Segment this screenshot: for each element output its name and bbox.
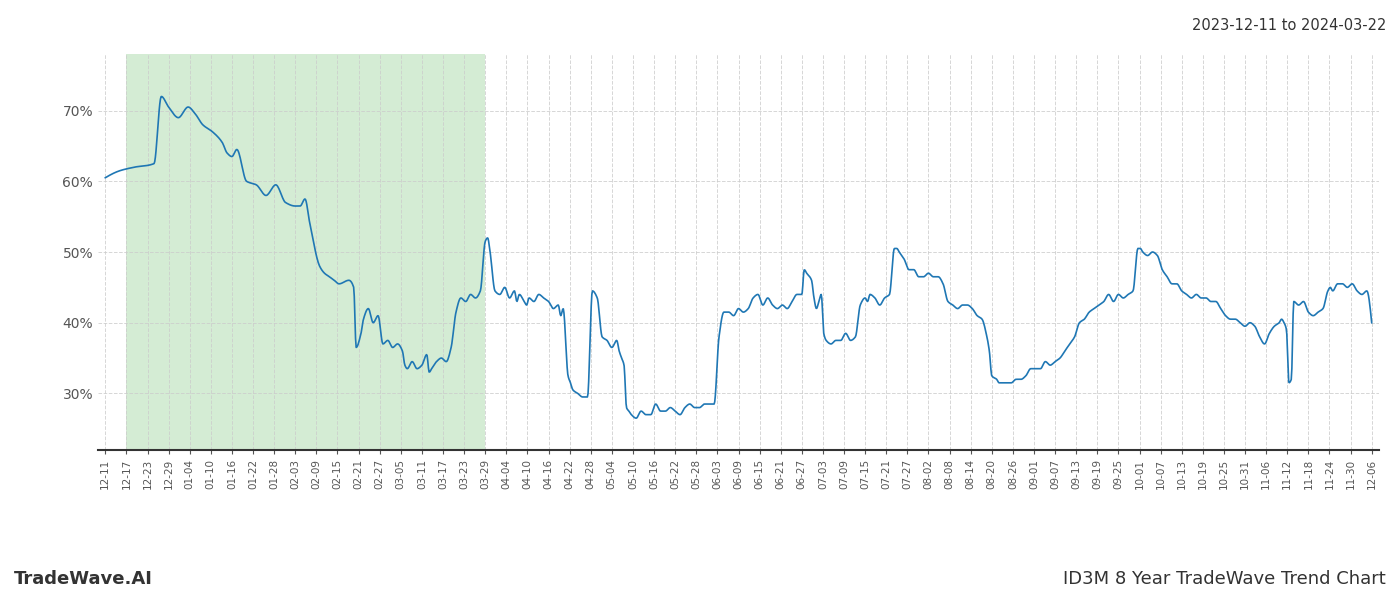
Text: 2023-12-11 to 2024-03-22: 2023-12-11 to 2024-03-22 [1191,18,1386,33]
Text: TradeWave.AI: TradeWave.AI [14,570,153,588]
Bar [126,54,486,450]
Text: ID3M 8 Year TradeWave Trend Chart: ID3M 8 Year TradeWave Trend Chart [1063,570,1386,588]
